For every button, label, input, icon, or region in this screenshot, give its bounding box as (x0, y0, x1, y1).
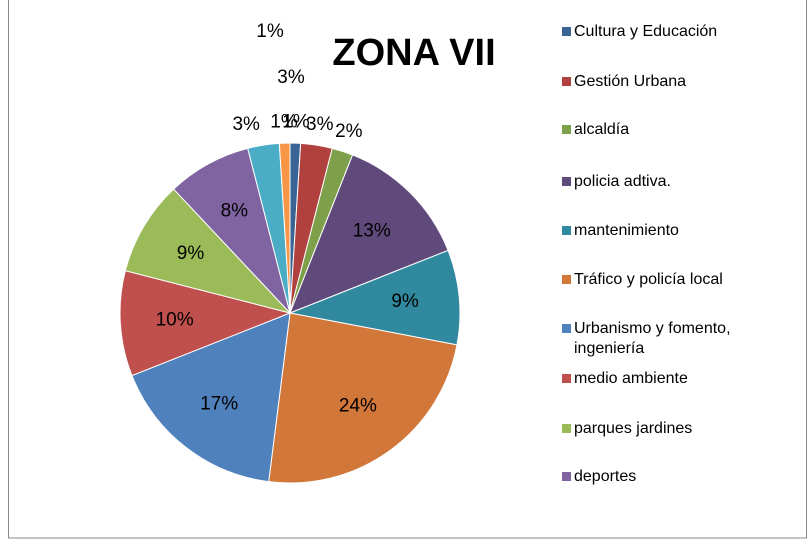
pie-slice (288, 249, 461, 346)
legend-label: medio ambiente (574, 370, 688, 387)
pie-slice (289, 154, 449, 314)
pie-slice (131, 312, 291, 483)
data-label: 9% (177, 243, 205, 264)
legend-item: Tráfico y policía local (562, 270, 774, 290)
legend-label: Cultura y Educación (574, 23, 718, 40)
legend-label: policia adtiva. (574, 173, 671, 190)
data-label: 9% (391, 291, 419, 312)
legend-item: policia adtiva. (562, 172, 774, 192)
legend-item: Urbanismo y fomento, ingeniería (562, 319, 774, 359)
chart-border (8, 0, 807, 539)
data-label: 3% (232, 114, 260, 135)
data-label: 3% (306, 114, 334, 135)
legend-swatch (562, 125, 571, 134)
legend-swatch (562, 177, 571, 186)
legend-swatch (562, 77, 571, 86)
legend-item: Gestión Urbana (562, 72, 774, 92)
legend-swatch (562, 424, 571, 433)
pie-slice (278, 142, 291, 314)
legend-swatch (562, 226, 571, 235)
legend-item: parques jardines (562, 419, 774, 439)
legend-item: mantenimiento (562, 221, 774, 241)
annotation: 3% (277, 67, 305, 88)
legend-item: alcaldía (562, 120, 774, 140)
pie-slice (124, 188, 292, 314)
data-label: 24% (339, 396, 377, 417)
legend-swatch (562, 472, 571, 481)
legend-item: Cultura y Educación (562, 22, 774, 42)
legend-swatch (562, 275, 571, 284)
legend-label: mantenimiento (574, 222, 679, 239)
chart-title: ZONA VII (332, 32, 495, 74)
legend-swatch (562, 324, 571, 333)
data-label: 17% (200, 393, 238, 414)
data-label: 8% (221, 201, 249, 222)
legend-label: Urbanismo y fomento, ingeniería (574, 320, 731, 357)
legend-label: Gestión Urbana (574, 73, 687, 90)
annotation: 1% (256, 21, 284, 42)
legend-item: deportes (562, 467, 774, 487)
pie-slice (268, 312, 458, 484)
data-label: 1% (270, 112, 298, 133)
data-label: 2% (335, 121, 363, 142)
data-label: 10% (156, 309, 194, 330)
legend-item: medio ambiente (562, 369, 774, 389)
legend-label: deportes (574, 468, 637, 485)
pie-slice (119, 270, 292, 377)
legend-label: alcaldía (574, 121, 630, 138)
data-label: 13% (353, 220, 391, 241)
legend-label: Tráfico y policía local (574, 271, 723, 288)
legend-label: parques jardines (574, 420, 693, 437)
legend-swatch (562, 27, 571, 36)
data-label: 1% (282, 112, 310, 133)
legend-swatch (562, 374, 571, 383)
